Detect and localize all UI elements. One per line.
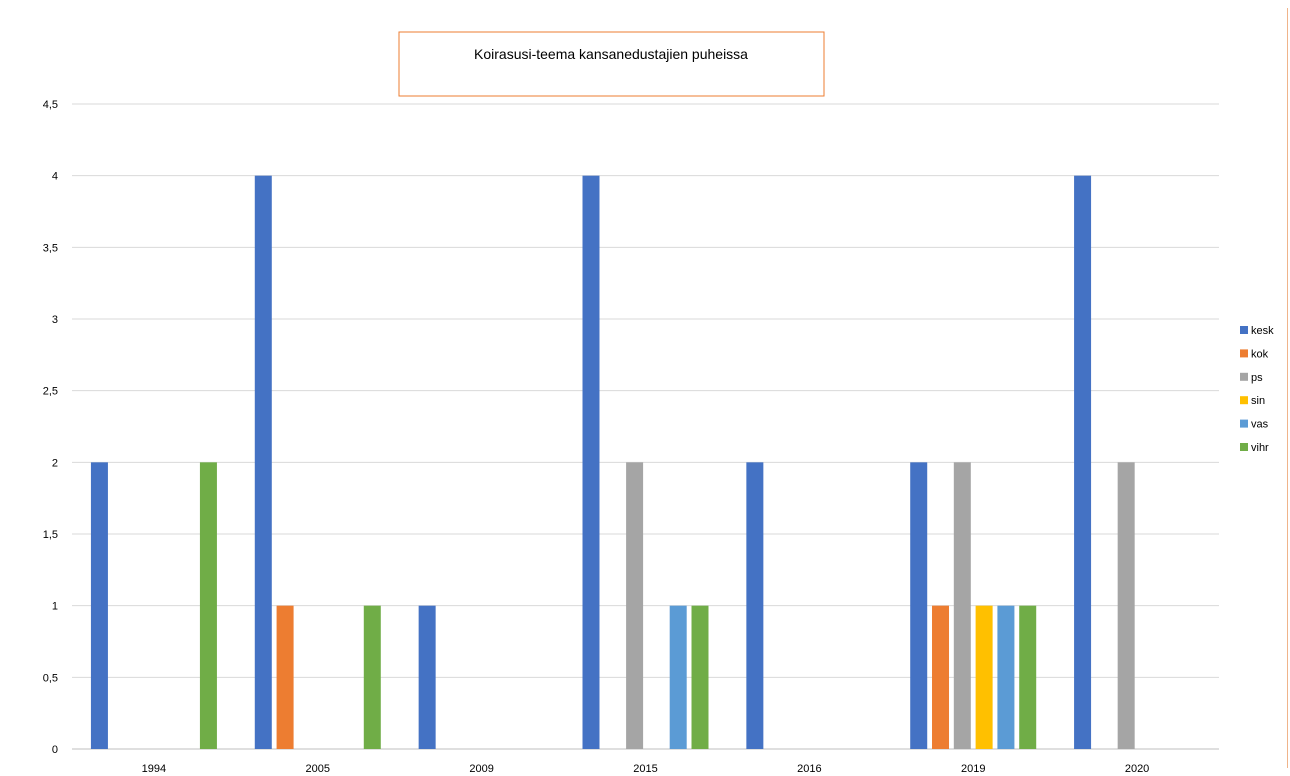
bars: [90, 175, 1135, 749]
x-tick-label: 2015: [633, 763, 657, 775]
bar-kesk-2020: [1074, 175, 1092, 749]
gridlines: [72, 103, 1219, 750]
legend-label-ps: ps: [1251, 372, 1263, 384]
x-tick-label: 2020: [1125, 763, 1149, 775]
y-tick-label: 4: [52, 171, 58, 183]
bar-kok-2019: [932, 605, 950, 749]
bar-vihr-2015: [691, 605, 709, 749]
y-tick-label: 4,5: [43, 99, 58, 111]
bar-kesk-2015: [582, 175, 600, 749]
y-tick-label: 1,5: [43, 529, 58, 541]
bar-vihr-2019: [1019, 605, 1037, 749]
legend-swatch-sin: [1240, 396, 1248, 405]
title-box: [398, 31, 825, 97]
x-tick-label: 1994: [142, 763, 166, 775]
bar-kesk-2019: [910, 462, 928, 749]
bar-ps-2015: [626, 462, 644, 749]
x-axis-tick-labels: 1994 2005 2009 2015 2016 2019 2020: [142, 763, 1150, 775]
y-tick-label: 0,5: [43, 672, 58, 684]
y-tick-label: 3,5: [43, 242, 58, 254]
y-tick-label: 1: [52, 601, 58, 613]
bar-vihr-1994: [199, 462, 217, 749]
legend-swatch-vihr: [1240, 443, 1248, 451]
x-tick-label: 2005: [306, 763, 330, 775]
chart-title: Koirasusi-teema kansanedustajien puheiss…: [474, 46, 748, 62]
legend-label-vas: vas: [1251, 419, 1269, 431]
legend-label-vihr: vihr: [1251, 442, 1269, 454]
bar-kesk-1994: [90, 462, 108, 749]
y-tick-label: 0: [52, 744, 58, 756]
bar-ps-2019: [953, 462, 971, 749]
bar-sin-2019: [975, 605, 993, 749]
legend-swatch-kesk: [1240, 326, 1248, 334]
legend-label-kesk: kesk: [1251, 325, 1274, 337]
x-tick-label: 2009: [469, 763, 493, 775]
bar-kok-2005: [276, 605, 294, 749]
y-tick-label: 2,5: [43, 386, 58, 398]
y-axis-tick-labels: 0 0,5 1 1,5 2 2,5 3 3,5 4 4,5: [43, 99, 58, 756]
bar-kesk-2016: [746, 462, 764, 749]
frame-edge: [1287, 8, 1288, 768]
x-tick-label: 2016: [797, 763, 821, 775]
bar-kesk-2005: [254, 175, 272, 749]
bar-ps-2020: [1117, 462, 1135, 749]
bar-kesk-2009: [418, 605, 436, 749]
legend-swatch-ps: [1240, 372, 1248, 381]
legend-label-sin: sin: [1251, 395, 1265, 407]
legend: kesk kok ps sin vas vihr: [1240, 325, 1274, 454]
legend-label-kok: kok: [1251, 348, 1269, 360]
legend-swatch-vas: [1240, 419, 1248, 428]
legend-swatch-kok: [1240, 349, 1248, 358]
bar-vihr-2005: [363, 605, 381, 749]
y-tick-label: 2: [52, 457, 58, 469]
y-tick-label: 3: [52, 314, 58, 326]
bar-vas-2019: [997, 605, 1015, 749]
bar-vas-2015: [669, 605, 687, 749]
x-tick-label: 2019: [961, 763, 985, 775]
